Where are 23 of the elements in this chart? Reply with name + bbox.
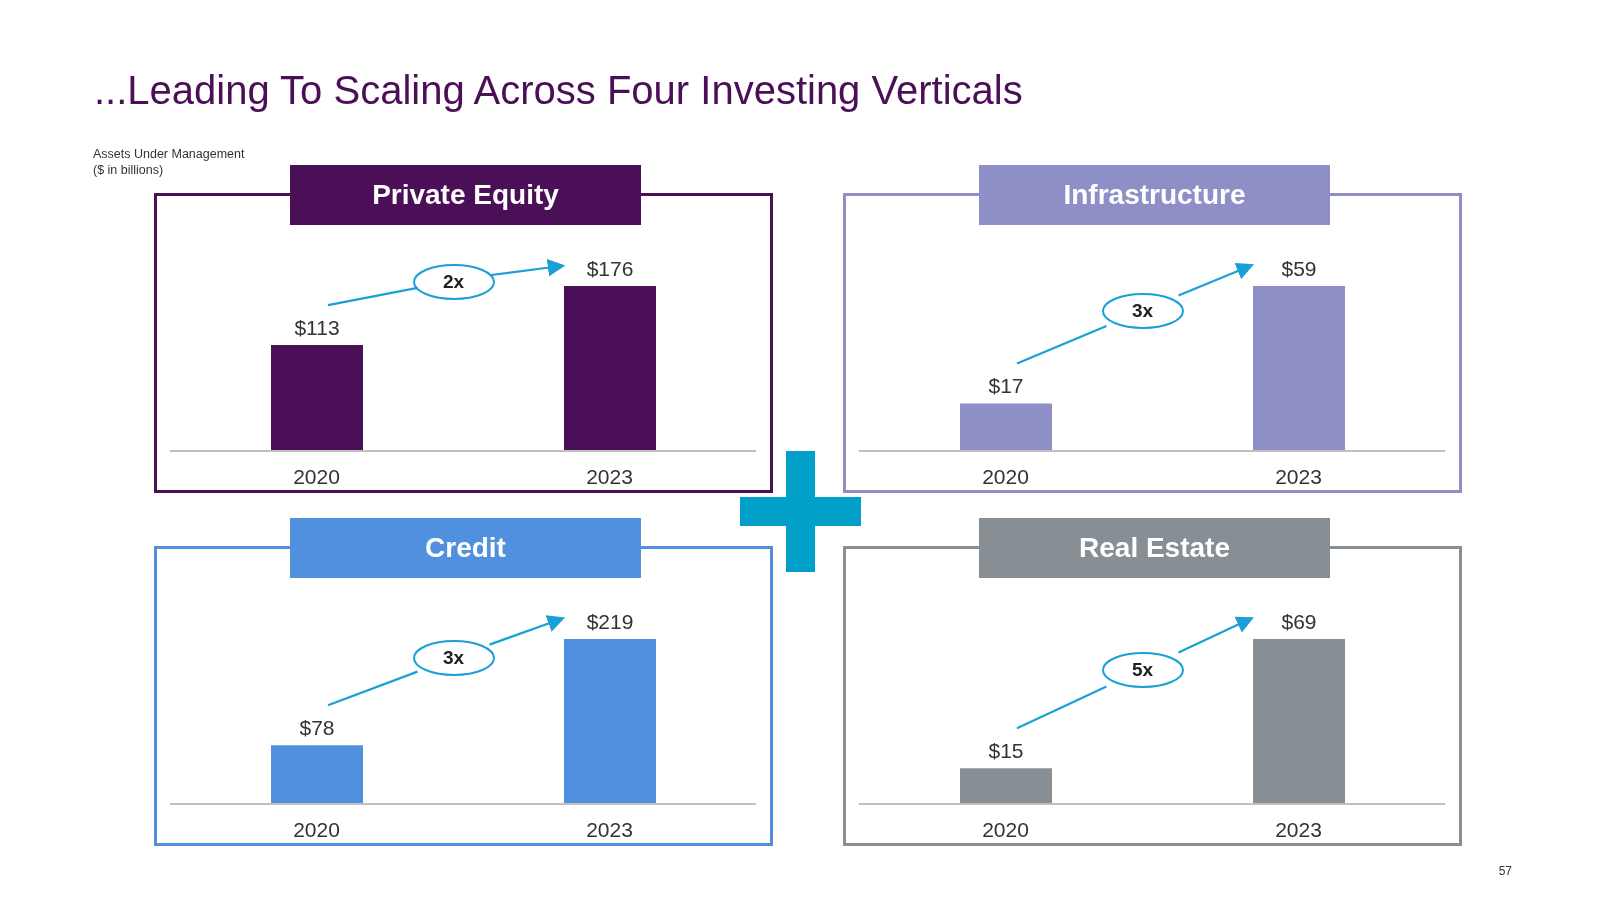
- y-axis-title: Assets Under Management ($ in billions): [93, 146, 245, 178]
- x-tick-label: 2020: [982, 817, 1029, 841]
- chart-title: Real Estate: [979, 518, 1330, 578]
- chart-title: Credit: [290, 518, 641, 578]
- data-label: $17: [988, 374, 1024, 398]
- x-tick-label: 2023: [1275, 464, 1322, 488]
- data-label: $78: [299, 716, 335, 740]
- chart-title: Private Equity: [290, 165, 641, 225]
- chart-subtitle: ...Leading To Scaling Across Four Investing Verticals: [94, 68, 1023, 113]
- data-label: $219: [586, 610, 634, 633]
- data-label: $69: [1281, 610, 1317, 633]
- data-label: $15: [988, 739, 1024, 763]
- data-label: $176: [586, 257, 634, 280]
- chart-title: Infrastructure: [979, 165, 1330, 225]
- x-tick-label: 2023: [1275, 817, 1322, 841]
- x-tick-label: 2020: [293, 464, 340, 488]
- x-tick-label: 2023: [586, 464, 633, 488]
- data-label: $113: [294, 316, 340, 340]
- data-label: $59: [1281, 257, 1317, 280]
- x-tick-label: 2020: [982, 464, 1029, 488]
- text: 57: [1498, 864, 1512, 878]
- x-tick-label: 2023: [586, 817, 633, 841]
- x-tick-label: 2020: [293, 817, 340, 841]
